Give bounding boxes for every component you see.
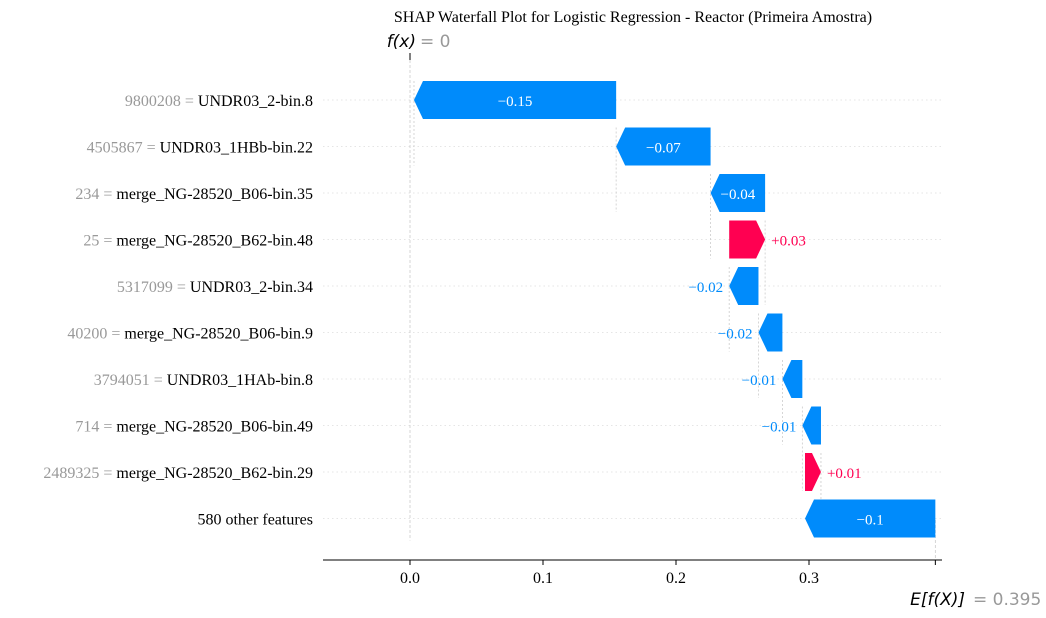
x-axis: 0.0 0.1 0.2 0.3: [323, 559, 942, 587]
negative-bar: [729, 267, 759, 305]
feature-name: UNDR03_1HBb-bin.22: [160, 140, 313, 157]
negative-bar: [802, 406, 821, 445]
negative-bar: [616, 127, 711, 166]
fx-label: f(x): [387, 32, 416, 52]
feature-value: 4505867 =: [87, 140, 160, 157]
negative-bar: [413, 81, 617, 119]
feature-name: merge_NG-28520_B06-bin.49: [116, 419, 313, 436]
negative-bar: [758, 313, 783, 352]
bar-value-label: −0.1: [857, 513, 884, 529]
negative-bar: [782, 360, 803, 398]
x-tick-label: 0.0: [400, 570, 420, 587]
x-tick-label: 0.3: [799, 570, 819, 587]
bar-value-label: +0.01: [827, 466, 862, 482]
feature-name: merge_NG-28520_B62-bin.48: [116, 233, 313, 250]
fx-header: f(x) = 0: [387, 32, 451, 52]
feature-label: 9800208 = UNDR03_2-bin.8: [125, 93, 313, 110]
feature-label: 3794051 = UNDR03_1HAb-bin.8: [94, 372, 313, 389]
positive-bar: [729, 220, 766, 259]
chart-title: SHAP Waterfall Plot for Logistic Regress…: [394, 9, 872, 26]
feature-value: 2489325 =: [43, 465, 116, 482]
feature-name: merge_NG-28520_B06-bin.9: [124, 326, 313, 343]
feature-label: 5317099 = UNDR03_2-bin.34: [117, 279, 313, 296]
feature-label: 2489325 = merge_NG-28520_B62-bin.29: [43, 465, 313, 482]
base-value-text: = 0.395: [973, 590, 1041, 610]
feature-label: 714 = merge_NG-28520_B06-bin.49: [75, 419, 313, 436]
negative-bar: [805, 499, 936, 538]
feature-value: 40200 =: [67, 326, 124, 343]
bar-value-label: −0.15: [498, 94, 533, 110]
bar-value-label: −0.02: [688, 280, 723, 296]
feature-name: 580 other features: [197, 512, 313, 529]
feature-label: 25 = merge_NG-28520_B62-bin.48: [83, 233, 313, 250]
bar-value-label: −0.01: [742, 373, 777, 389]
x-tick-label: 0.1: [533, 570, 553, 587]
waterfall-bars: −0.15 −0.07 −0.04 +0.03 −0.02 −0.02 −0.01 −0.01…: [413, 81, 936, 538]
feature-name: merge_NG-28520_B06-bin.35: [116, 186, 313, 203]
bar-value-label: −0.04: [720, 187, 755, 203]
feature-value: 3794051 =: [94, 372, 167, 389]
feature-label: 4505867 = UNDR03_1HBb-bin.22: [87, 140, 313, 157]
bar-value-label: +0.03: [771, 234, 806, 250]
fx-value: = 0: [420, 32, 450, 52]
feature-value: 25 =: [83, 233, 116, 250]
feature-name: UNDR03_1HAb-bin.8: [167, 372, 313, 389]
feature-value: 9800208 =: [125, 93, 198, 110]
feature-label: 234 = merge_NG-28520_B06-bin.35: [75, 186, 313, 203]
feature-value: 5317099 =: [117, 279, 190, 296]
base-value-footer: E[f(X)] = 0.395: [910, 590, 1041, 610]
bar-value-label: −0.07: [646, 141, 681, 157]
base-value-label: E[f(X)]: [910, 590, 965, 610]
feature-labels: 9800208 = UNDR03_2-bin.8 4505867 = UNDR03…: [43, 93, 313, 529]
feature-label: 40200 = merge_NG-28520_B06-bin.9: [67, 326, 313, 343]
bar-value-label: −0.02: [718, 327, 753, 343]
feature-name: merge_NG-28520_B62-bin.29: [116, 465, 313, 482]
feature-label: 580 other features: [197, 512, 313, 529]
bar-value-label: −0.01: [762, 420, 797, 436]
feature-name: UNDR03_2-bin.8: [198, 93, 313, 110]
feature-value: 234 =: [75, 186, 116, 203]
negative-bar: [710, 174, 766, 212]
x-tick-label: 0.2: [666, 570, 686, 587]
feature-name: UNDR03_2-bin.34: [190, 279, 313, 296]
feature-value: 714 =: [75, 419, 116, 436]
positive-bar: [805, 453, 821, 491]
